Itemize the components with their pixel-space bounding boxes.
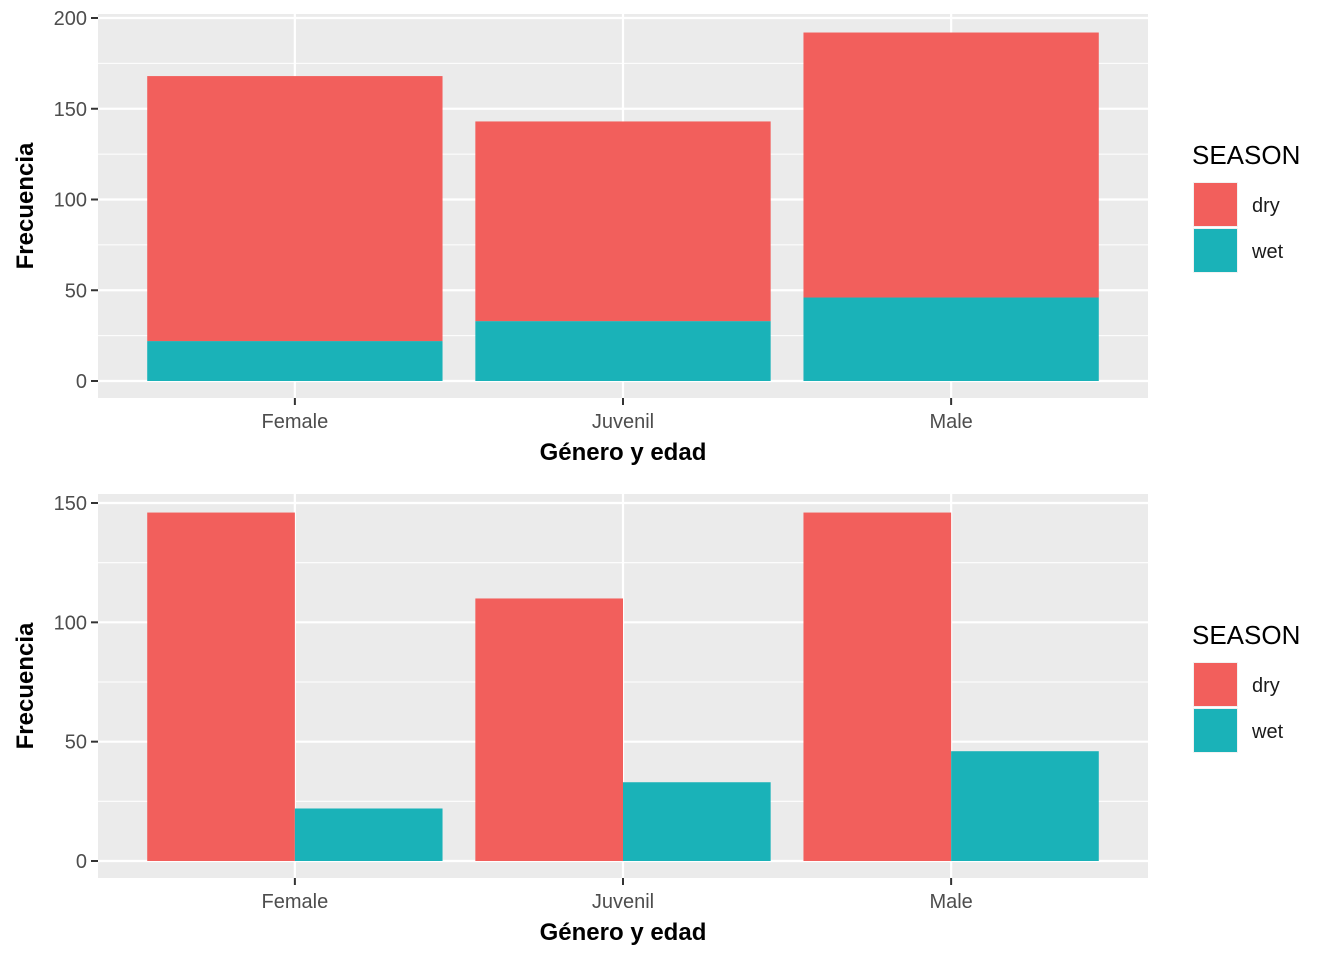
- x-tick-label: Male: [929, 891, 972, 913]
- x-axis-title: Género y edad: [540, 439, 707, 466]
- bar-wet-female: [294, 808, 443, 861]
- bar-dry-female: [147, 76, 443, 342]
- legend-title: SEASON: [1192, 620, 1300, 650]
- y-axis-title: Frecuencia: [12, 142, 39, 269]
- y-tick-label: 0: [76, 851, 87, 873]
- y-tick-label: 50: [65, 732, 87, 754]
- legend-key-dry: [1194, 663, 1237, 706]
- bar-dry-male: [803, 32, 1099, 298]
- y-tick-label: 200: [54, 8, 87, 30]
- legend-key-wet: [1194, 229, 1237, 272]
- x-tick-label: Juvenil: [592, 411, 654, 433]
- x-tick-label: Female: [262, 411, 329, 433]
- bar-wet-female: [147, 341, 443, 381]
- legend-label-wet: wet: [1251, 241, 1284, 263]
- legend-label-wet: wet: [1251, 721, 1284, 743]
- bar-wet-male: [951, 751, 1099, 861]
- x-tick-label: Male: [929, 411, 972, 433]
- bar-dry-male: [803, 512, 952, 861]
- legend-key-wet: [1194, 709, 1237, 752]
- bar-wet-juvenil: [475, 321, 771, 381]
- legend: SEASON dry wet: [1192, 140, 1300, 273]
- y-tick-label: 150: [54, 99, 87, 121]
- bar-wet-male: [803, 297, 1099, 381]
- y-tick-label: 0: [76, 371, 87, 393]
- y-axis-title: Frecuencia: [12, 622, 39, 749]
- x-tick-label: Female: [262, 891, 329, 913]
- bar-wet-juvenil: [623, 782, 771, 861]
- legend-key-dry: [1194, 183, 1237, 226]
- chart-panel-1: 0 50 100 150 200 Female Juvenil Male Género y ed…: [12, 8, 1300, 466]
- x-axis-title: Género y edad: [540, 919, 707, 946]
- bar-dry-juvenil: [475, 121, 771, 322]
- y-tick-label: 50: [65, 280, 87, 302]
- legend-label-dry: dry: [1252, 675, 1280, 697]
- y-tick-label: 150: [54, 493, 87, 515]
- x-tick-label: Juvenil: [592, 891, 654, 913]
- y-tick-label: 100: [54, 612, 87, 634]
- legend: SEASON dry wet: [1192, 620, 1300, 753]
- bar-dry-juvenil: [475, 598, 623, 861]
- y-tick-label: 100: [54, 190, 87, 212]
- chart-panel-2: 0 50 100 150 Female Juvenil Male Género y edad F…: [12, 493, 1300, 946]
- bar-dry-female: [147, 512, 295, 861]
- legend-label-dry: dry: [1252, 195, 1280, 217]
- legend-title: SEASON: [1192, 140, 1300, 170]
